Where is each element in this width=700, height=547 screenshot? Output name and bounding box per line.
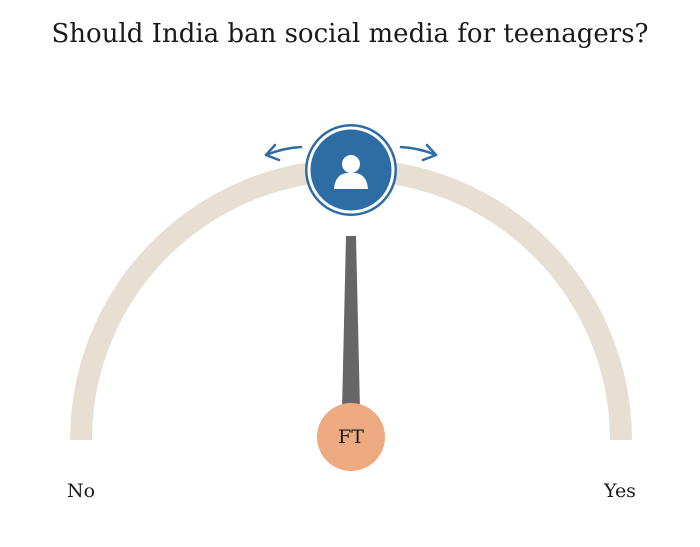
user-handle[interactable] [305,124,397,216]
drag-arrows [264,143,438,162]
needle [342,236,360,410]
right-label: Yes [603,480,636,502]
title: Should India ban social media for teenag… [52,19,649,49]
left-label: No [67,480,95,502]
hub-label: FT [338,426,364,448]
ft-hub [317,403,385,471]
